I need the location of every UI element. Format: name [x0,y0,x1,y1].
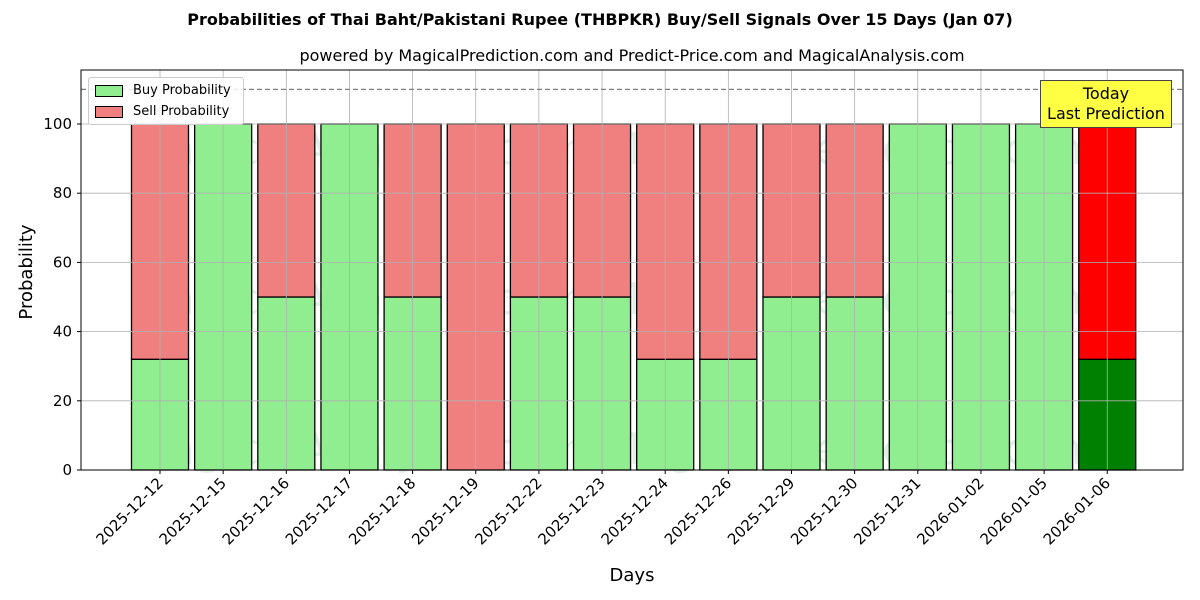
legend-label-sell: Sell Probability [133,104,230,119]
x-tick-label: 2026-01-05 [977,474,1051,548]
x-tick-label: 2025-12-22 [471,474,545,548]
x-tick-label: 2025-12-31 [850,474,924,548]
plot-frame [80,69,1184,471]
y-tick-label: 100 [43,115,72,133]
y-tick-label: 60 [53,253,72,271]
x-tick-label: 2025-12-24 [598,474,672,548]
x-tick-label: 2025-12-26 [661,474,735,548]
x-tick-label: 2025-12-17 [282,474,356,548]
y-tick-label: 40 [53,323,72,341]
legend-swatch-sell [95,105,123,118]
y-axis-label: Probability [16,224,37,319]
y-tick-label: 0 [62,461,72,479]
legend-label-buy: Buy Probability [133,83,231,98]
legend-item-sell: Sell Probability [95,104,229,119]
x-tick-label: 2025-12-29 [724,474,798,548]
x-tick-label: 2025-12-16 [219,474,293,548]
x-axis-label: Days [610,565,655,586]
y-tick-label: 20 [53,392,72,410]
x-tick-label: 2026-01-06 [1040,474,1114,548]
chart-title: Probabilities of Thai Baht/Pakistani Rup… [187,10,1013,29]
legend-item-buy: Buy Probability [95,83,231,98]
x-tick-label: 2025-12-12 [92,474,166,548]
today-annotation: Today Last Prediction [1040,80,1172,128]
y-tick-label: 80 [53,184,72,202]
legend-swatch-buy [95,84,123,97]
last-prediction-label: Last Prediction [1047,104,1165,123]
today-label: Today [1082,84,1130,103]
x-tick-label: 2025-12-23 [534,474,608,548]
x-tick-label: 2025-12-18 [345,474,419,548]
x-tick-label: 2025-12-19 [408,474,482,548]
x-tick-label: 2026-01-02 [913,474,987,548]
legend: Buy Probability Sell Probability [88,77,244,125]
x-tick-label: 2025-12-30 [787,474,861,548]
chart-subtitle: powered by MagicalPrediction.com and Pre… [299,46,965,65]
x-tick-label: 2025-12-15 [156,474,230,548]
